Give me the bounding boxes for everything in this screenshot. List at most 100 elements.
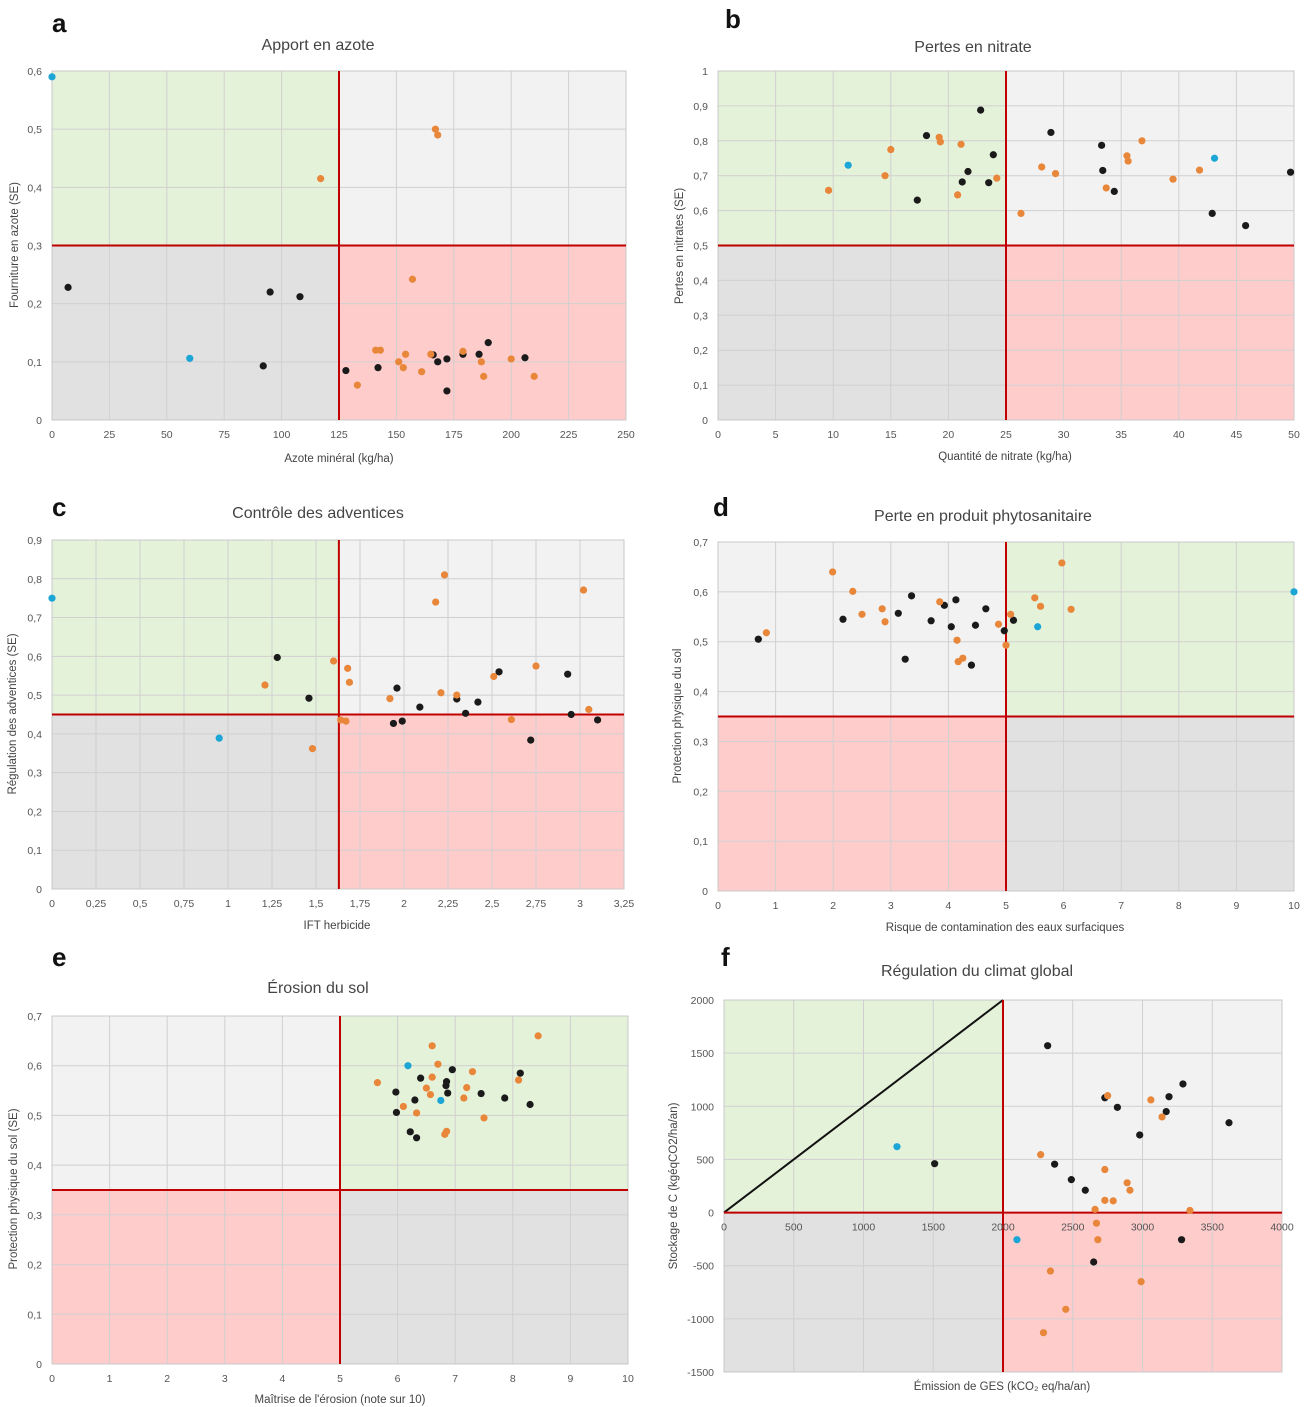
x-tick-label: 150 <box>388 429 406 441</box>
y-axis-label-c: Régulation des adventices (SE) <box>7 633 19 794</box>
x-tick-label: 3 <box>888 900 894 912</box>
data-point-black <box>927 617 935 625</box>
data-point-black <box>389 719 398 728</box>
y-tick-label: 0,2 <box>27 299 42 311</box>
data-point-black <box>564 670 572 678</box>
data-point-black <box>594 716 602 724</box>
data-point-black <box>971 621 980 629</box>
x-tick-label: 1,25 <box>262 898 283 910</box>
x-tick-label: 30 <box>1058 429 1070 441</box>
data-point-orange <box>1104 1092 1112 1100</box>
data-point-orange <box>399 1102 407 1111</box>
x-tick-label: 500 <box>785 1222 803 1234</box>
x-axis-label-e: Maîtrise de l'érosion (note sur 10) <box>255 1394 426 1406</box>
data-point-blue <box>1013 1236 1021 1244</box>
panel-letter-a: a <box>52 8 67 38</box>
y-axis-label-f: Stockage de C (kgéqCO2/ha/an) <box>668 1102 680 1269</box>
data-point-black <box>1113 1103 1121 1111</box>
data-point-orange <box>1169 175 1177 183</box>
data-point-orange <box>1002 641 1010 649</box>
x-tick-label: 3000 <box>1131 1222 1155 1234</box>
data-point-black <box>754 635 762 643</box>
x-tick-label: 0 <box>49 1373 55 1385</box>
zone-bottom-right <box>338 714 624 889</box>
data-point-orange <box>1124 157 1132 165</box>
y-axis-label-e: Protection physique du sol (SE) <box>8 1108 20 1269</box>
data-point-orange <box>308 745 317 753</box>
x-axis-label-b: Quantité de nitrate (kg/ha) <box>938 451 1072 463</box>
data-point-orange <box>1062 1305 1070 1313</box>
y-tick-label: 0,5 <box>27 690 42 702</box>
y-tick-label: 0,1 <box>693 836 708 848</box>
y-tick-label: 0,1 <box>27 1309 42 1321</box>
y-tick-label: 0,5 <box>693 241 708 253</box>
x-tick-label: 2,25 <box>438 898 459 910</box>
x-tick-label: 5 <box>337 1373 343 1385</box>
data-point-orange <box>434 1060 442 1068</box>
data-point-orange <box>534 1032 542 1040</box>
zone-top-left <box>718 542 1006 717</box>
data-point-black <box>342 366 350 375</box>
zone-bottom-right <box>340 1190 628 1364</box>
data-point-orange <box>881 172 889 180</box>
x-tick-label: 4000 <box>1270 1222 1294 1234</box>
x-tick-label: 50 <box>161 429 173 441</box>
panel-f: f Régulation du climat global 0 500 1000 15… <box>668 942 1294 1393</box>
data-point-orange <box>477 358 485 366</box>
data-point-black <box>305 694 313 702</box>
data-point-orange <box>376 346 384 354</box>
data-point-black <box>411 1096 419 1104</box>
x-tick-label: 1 <box>107 1373 113 1385</box>
x-tick-label: 2 <box>830 900 836 912</box>
data-point-orange <box>954 191 962 199</box>
plot-area-a: 0 25 50 75 100 125 150 175 200 225 250 0 0,1 0,2 0,3 0,… <box>27 66 635 441</box>
data-point-orange <box>428 1073 436 1081</box>
data-point-orange <box>1036 602 1045 610</box>
data-point-orange <box>878 605 886 613</box>
data-point-black <box>947 623 955 631</box>
data-point-orange <box>1123 1179 1131 1187</box>
diagonal-line <box>723 999 1004 1214</box>
x-tick-label: 2,5 <box>485 898 500 910</box>
zone-top-left <box>52 1016 340 1190</box>
x-tick-label: 25 <box>1000 429 1012 441</box>
data-point-orange <box>1038 163 1046 171</box>
data-point-orange <box>1058 559 1066 567</box>
data-point-orange <box>1158 1113 1166 1121</box>
data-point-orange <box>342 717 350 725</box>
y-axis-label-d: Protection physique du sol <box>672 649 684 784</box>
y-tick-label: 500 <box>696 1154 714 1166</box>
y-tick-label: -500 <box>693 1261 714 1273</box>
y-tick-label: 0,8 <box>27 574 42 586</box>
y-tick-label: 0,7 <box>27 613 42 625</box>
y-tick-label: 0 <box>36 415 42 427</box>
data-point-black <box>1081 1186 1089 1194</box>
data-point-orange <box>453 691 461 699</box>
x-tick-label: 2 <box>164 1373 170 1385</box>
data-point-black <box>989 151 997 159</box>
zone-top-right <box>339 71 626 246</box>
data-point-black <box>1286 168 1295 176</box>
x-tick-label: 1000 <box>852 1222 876 1234</box>
data-point-black <box>1208 209 1216 217</box>
y-tick-label: -1500 <box>687 1367 714 1379</box>
data-point-orange <box>427 350 435 358</box>
data-point-black <box>1177 1236 1186 1244</box>
data-point-orange <box>345 678 354 686</box>
data-point-black <box>448 1066 456 1074</box>
data-point-orange <box>1101 1165 1109 1174</box>
x-tick-label: 20 <box>943 429 955 441</box>
data-point-black <box>462 709 470 717</box>
data-point-black <box>977 106 985 114</box>
data-point-black <box>952 596 960 604</box>
data-point-orange <box>530 372 538 380</box>
data-point-orange <box>532 662 540 670</box>
zone-top-left <box>718 71 1006 246</box>
x-tick-label: 225 <box>560 429 578 441</box>
data-point-black <box>501 1094 509 1102</box>
data-point-black <box>922 131 931 140</box>
x-tick-label: 40 <box>1173 429 1185 441</box>
x-axis-label-c: IFT herbicide <box>304 920 371 932</box>
x-tick-label: 0 <box>49 898 55 910</box>
